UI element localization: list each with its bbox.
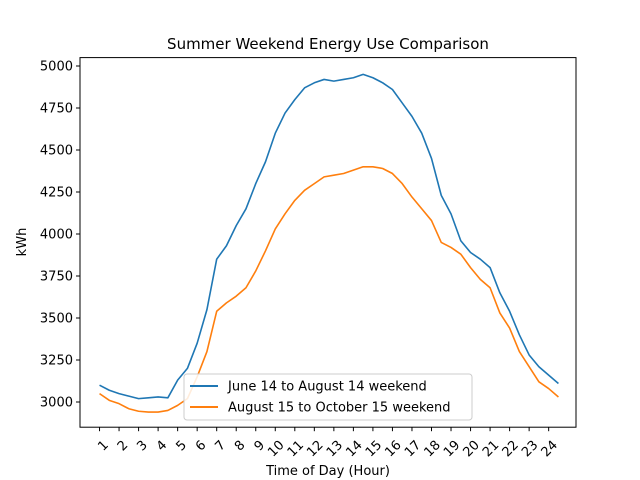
legend: June 14 to August 14 weekend August 15 to… <box>183 373 473 421</box>
y-axis-ticks: 3000 3250 3500 3750 4000 4250 4500 4750 5000 <box>40 60 80 411</box>
y-tick-label: 3000 <box>40 396 73 411</box>
x-axis-label: Time of Day (Hour) <box>265 464 390 479</box>
legend-box <box>183 373 473 421</box>
plot-area-frame <box>79 57 577 428</box>
y-tick-label: 5000 <box>40 60 73 75</box>
series-line-2 <box>99 166 559 413</box>
legend-entry-label: June 14 to August 14 weekend <box>227 380 427 395</box>
y-tick-label: 4500 <box>40 144 73 159</box>
chart-title: Summer Weekend Energy Use Comparison <box>167 35 489 53</box>
legend-entry-label: August 15 to October 15 weekend <box>228 401 451 416</box>
y-tick-label: 4750 <box>40 102 73 117</box>
y-tick-label: 4000 <box>40 228 73 243</box>
y-axis-label: kWh <box>15 228 30 257</box>
y-tick-label: 3500 <box>40 312 73 327</box>
series-line-1 <box>99 73 559 400</box>
y-tick-label: 4250 <box>40 186 73 201</box>
y-tick-label: 3750 <box>40 270 73 285</box>
series-lines <box>99 73 559 413</box>
y-tick-label: 3250 <box>40 354 73 369</box>
